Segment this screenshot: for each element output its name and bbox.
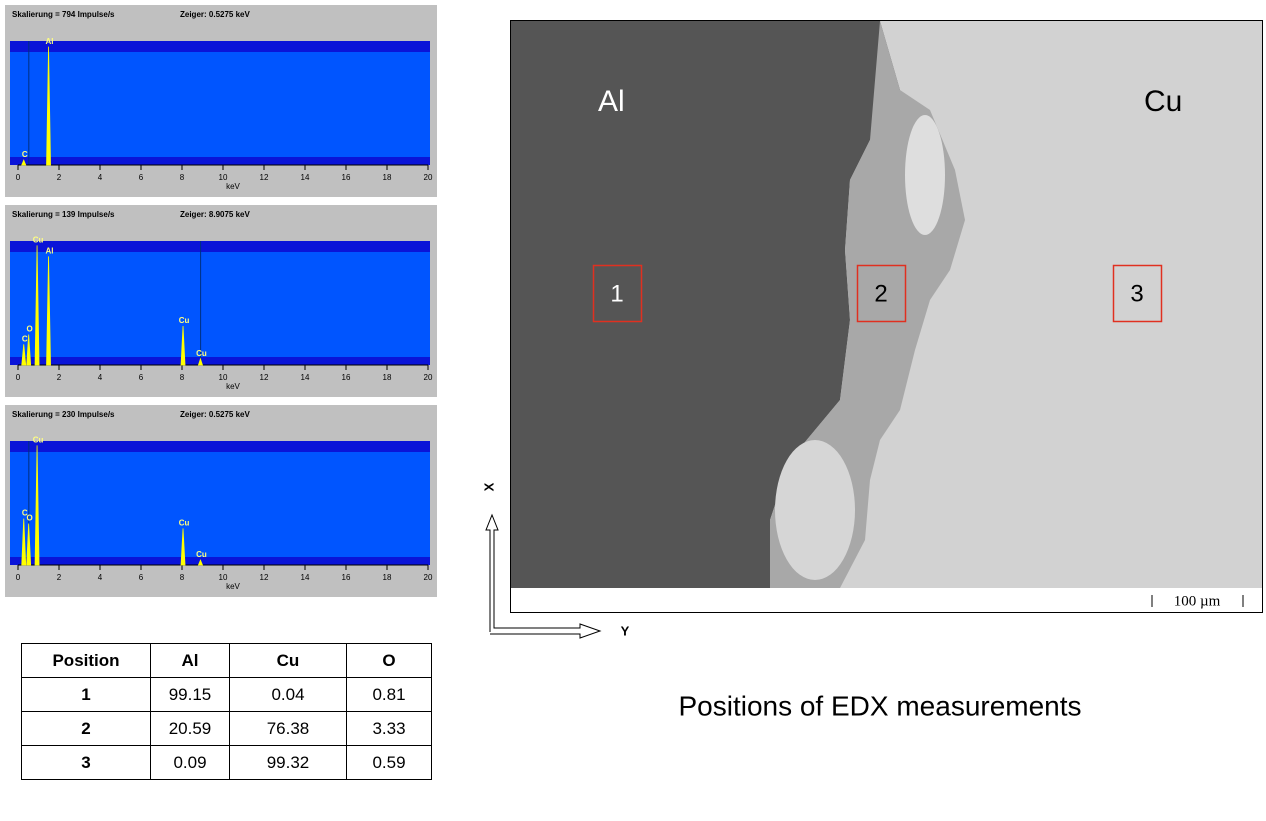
plot-area bbox=[10, 41, 430, 165]
x-tick-label: 4 bbox=[98, 373, 103, 382]
x-tick-label: 16 bbox=[342, 173, 351, 182]
plot-band bbox=[10, 157, 430, 165]
x-tick-label: 4 bbox=[98, 173, 103, 182]
x-tick-label: 8 bbox=[180, 373, 185, 382]
sem-image: Al Cu 1 2 3 100 µm bbox=[511, 21, 1263, 613]
x-axis-label: keV bbox=[226, 382, 240, 391]
peak-label: O bbox=[27, 325, 33, 334]
plot-band bbox=[10, 241, 430, 252]
x-tick-label: 20 bbox=[424, 173, 433, 182]
x-tick-label: 10 bbox=[219, 373, 228, 382]
plot-band bbox=[10, 357, 430, 365]
peak-label: C bbox=[22, 334, 28, 343]
cursor-text: Zeiger: 0.5275 keV bbox=[180, 10, 250, 19]
cell: 0.59 bbox=[347, 746, 432, 780]
x-tick-label: 0 bbox=[16, 573, 21, 582]
x-tick-label: 8 bbox=[180, 173, 185, 182]
cell: 2 bbox=[22, 712, 151, 746]
peak-label: Cu bbox=[33, 436, 44, 445]
x-tick-label: 18 bbox=[383, 573, 392, 582]
peak-label: O bbox=[27, 514, 33, 523]
x-tick-label: 16 bbox=[342, 373, 351, 382]
peak-label: Al bbox=[46, 37, 54, 46]
peak-label: Al bbox=[46, 247, 54, 256]
x-tick-label: 2 bbox=[57, 173, 62, 182]
peak-label: Cu bbox=[33, 236, 44, 245]
plot-band bbox=[10, 41, 430, 52]
figure: Al Cu 1 2 3 100 µm X Y Positions of EDX … bbox=[0, 0, 1266, 821]
plot-band bbox=[10, 441, 430, 452]
x-tick-label: 18 bbox=[383, 373, 392, 382]
cell: 99.32 bbox=[230, 746, 347, 780]
x-tick-label: 6 bbox=[139, 573, 144, 582]
x-tick-label: 16 bbox=[342, 573, 351, 582]
scale-text: Skalierung = 139 Impulse/s bbox=[12, 210, 115, 219]
plot-area bbox=[10, 441, 430, 565]
x-tick-label: 14 bbox=[301, 573, 310, 582]
peak-label: C bbox=[22, 150, 28, 159]
inclusion bbox=[775, 440, 855, 580]
x-axis-label: keV bbox=[226, 582, 240, 591]
plot-area bbox=[10, 241, 430, 365]
scale-bar: 100 µm bbox=[1174, 593, 1221, 609]
x-tick-label: 6 bbox=[139, 373, 144, 382]
axis-label: X bbox=[481, 482, 496, 491]
x-tick-label: 8 bbox=[180, 573, 185, 582]
region-label: Cu bbox=[1144, 85, 1182, 118]
x-tick-label: 12 bbox=[260, 173, 269, 182]
cell: 0.81 bbox=[347, 678, 432, 712]
x-tick-label: 14 bbox=[301, 173, 310, 182]
x-tick-label: 20 bbox=[424, 373, 433, 382]
x-axis-label: keV bbox=[226, 182, 240, 191]
cursor-text: Zeiger: 8.9075 keV bbox=[180, 210, 250, 219]
cell: 3.33 bbox=[347, 712, 432, 746]
cell: 3 bbox=[22, 746, 151, 780]
header-cell: O bbox=[347, 644, 432, 678]
x-tick-label: 10 bbox=[219, 573, 228, 582]
region-label: Al bbox=[598, 85, 625, 118]
peak-label: Cu bbox=[196, 550, 207, 559]
inclusion bbox=[905, 115, 945, 235]
x-tick-label: 0 bbox=[16, 373, 21, 382]
peak-label: Cu bbox=[196, 349, 207, 358]
scale-text: Skalierung = 230 Impulse/s bbox=[12, 410, 115, 419]
x-tick-label: 20 bbox=[424, 573, 433, 582]
plot-band bbox=[10, 557, 430, 565]
caption: Positions of EDX measurements bbox=[678, 690, 1081, 721]
cell: 1 bbox=[22, 678, 151, 712]
position-label: 3 bbox=[1130, 280, 1143, 307]
x-tick-label: 10 bbox=[219, 173, 228, 182]
cell: 76.38 bbox=[230, 712, 347, 746]
header-cell: Cu bbox=[230, 644, 347, 678]
x-tick-label: 2 bbox=[57, 573, 62, 582]
x-tick-label: 0 bbox=[16, 173, 21, 182]
header-cell: Position bbox=[22, 644, 151, 678]
peak-label: Cu bbox=[179, 316, 190, 325]
cell: 99.15 bbox=[151, 678, 230, 712]
cell: 20.59 bbox=[151, 712, 230, 746]
x-tick-label: 2 bbox=[57, 373, 62, 382]
x-tick-label: 6 bbox=[139, 173, 144, 182]
x-tick-label: 12 bbox=[260, 573, 269, 582]
position-label: 1 bbox=[610, 280, 623, 307]
x-tick-label: 4 bbox=[98, 573, 103, 582]
cell: 0.09 bbox=[151, 746, 230, 780]
cursor-text: Zeiger: 0.5275 keV bbox=[180, 410, 250, 419]
axis-label: Y bbox=[621, 623, 630, 638]
x-tick-label: 12 bbox=[260, 373, 269, 382]
x-tick-label: 14 bbox=[301, 373, 310, 382]
header-cell: Al bbox=[151, 644, 230, 678]
peak-label: Cu bbox=[179, 519, 190, 528]
scale-strip bbox=[511, 588, 1262, 612]
position-label: 2 bbox=[874, 280, 887, 307]
table-header: Position Al Cu O bbox=[22, 644, 432, 678]
cell: 0.04 bbox=[230, 678, 347, 712]
x-tick-label: 18 bbox=[383, 173, 392, 182]
scale-text: Skalierung = 794 Impulse/s bbox=[12, 10, 115, 19]
